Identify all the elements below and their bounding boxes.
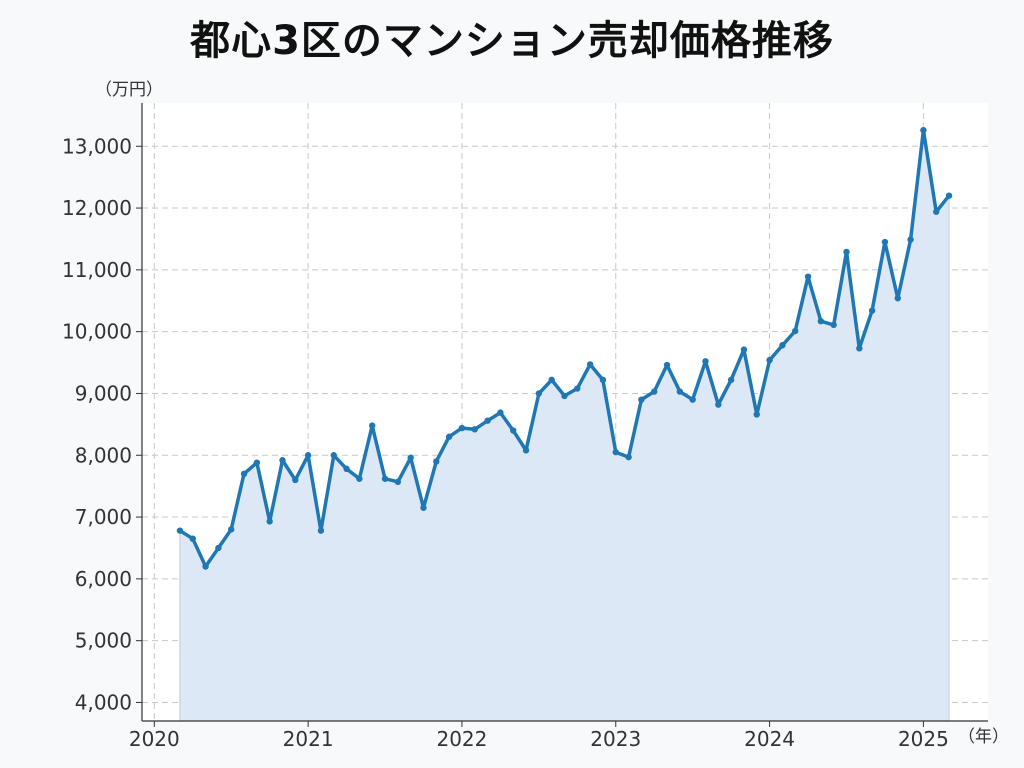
data-point <box>561 392 568 400</box>
data-point <box>817 317 825 325</box>
data-point <box>881 238 889 246</box>
data-point <box>638 396 645 403</box>
data-point <box>266 518 273 525</box>
x-tick-label: 2020 <box>129 727 180 751</box>
data-point <box>792 327 799 335</box>
data-point <box>535 390 543 397</box>
data-point <box>574 385 581 392</box>
data-point <box>920 126 927 134</box>
data-point <box>779 342 786 349</box>
data-point <box>458 424 466 432</box>
data-point <box>215 544 222 552</box>
data-point <box>445 433 453 440</box>
y-tick-label: 10,000 <box>62 320 132 344</box>
axes <box>141 103 988 722</box>
data-point <box>317 527 325 534</box>
data-point <box>894 295 901 302</box>
data-point <box>484 417 491 424</box>
data-point <box>804 273 812 280</box>
data-point <box>945 192 953 199</box>
data-point <box>510 427 517 434</box>
data-point <box>356 475 363 482</box>
data-point <box>394 478 402 486</box>
data-point <box>343 465 350 473</box>
y-tick-label: 6,000 <box>75 567 132 591</box>
data-point <box>522 447 530 454</box>
y-tick-label: 4,000 <box>75 690 132 714</box>
data-point <box>933 208 940 215</box>
x-tick-label: 2025 <box>898 727 949 751</box>
data-point <box>830 321 837 329</box>
data-point <box>766 356 773 364</box>
data-point <box>586 361 594 368</box>
data-point <box>727 376 735 384</box>
y-tick-label: 12,000 <box>62 196 132 220</box>
x-axis-unit-label: （年） <box>958 727 1009 747</box>
data-point <box>497 409 504 416</box>
data-point <box>228 526 235 533</box>
data-point <box>907 236 914 243</box>
data-point <box>202 563 209 570</box>
data-point <box>599 376 607 384</box>
data-point <box>868 307 876 314</box>
data-point <box>176 527 184 534</box>
data-point <box>715 401 722 408</box>
data-point <box>330 452 337 459</box>
data-point <box>663 361 671 369</box>
data-point <box>292 476 299 484</box>
y-tick-label: 9,000 <box>75 381 132 405</box>
x-tick-label: 2021 <box>283 727 334 751</box>
data-point <box>676 388 684 395</box>
data-point <box>420 504 427 511</box>
data-point <box>753 411 760 418</box>
data-point <box>651 388 658 395</box>
y-tick-label: 5,000 <box>75 629 132 653</box>
series-points <box>176 126 953 570</box>
data-point <box>740 346 748 353</box>
data-point <box>433 458 440 465</box>
data-point <box>381 475 389 482</box>
data-point <box>856 345 863 352</box>
data-point <box>689 396 696 403</box>
data-point <box>369 422 376 429</box>
y-tick-label: 13,000 <box>62 134 132 158</box>
y-tick-label: 8,000 <box>75 443 132 467</box>
x-tick-label: 2024 <box>744 727 795 751</box>
data-point <box>702 358 709 365</box>
data-point <box>407 454 414 461</box>
x-tick-label: 2023 <box>590 727 641 751</box>
data-point <box>843 248 850 256</box>
y-axis-unit-label: （万円） <box>95 80 163 100</box>
data-point <box>240 470 248 477</box>
data-point <box>471 426 478 433</box>
y-axis-ticks: 4,000 5,000 6,000 7,000 8,000 9,000 10,000 11,0… <box>62 134 142 714</box>
data-point <box>253 459 261 466</box>
y-tick-label: 7,000 <box>75 505 132 529</box>
data-point <box>304 452 312 459</box>
data-point <box>189 535 196 542</box>
x-axis-ticks: 2020 2021 2022 2023 2024 2025 <box>129 721 949 751</box>
data-point <box>625 453 632 461</box>
data-point <box>612 448 619 456</box>
x-tick-label: 2022 <box>436 727 487 751</box>
y-tick-label: 11,000 <box>62 258 132 282</box>
chart-title: 都心3区のマンション売却価格推移 <box>190 18 834 64</box>
data-point <box>279 457 286 464</box>
data-point <box>548 376 555 384</box>
